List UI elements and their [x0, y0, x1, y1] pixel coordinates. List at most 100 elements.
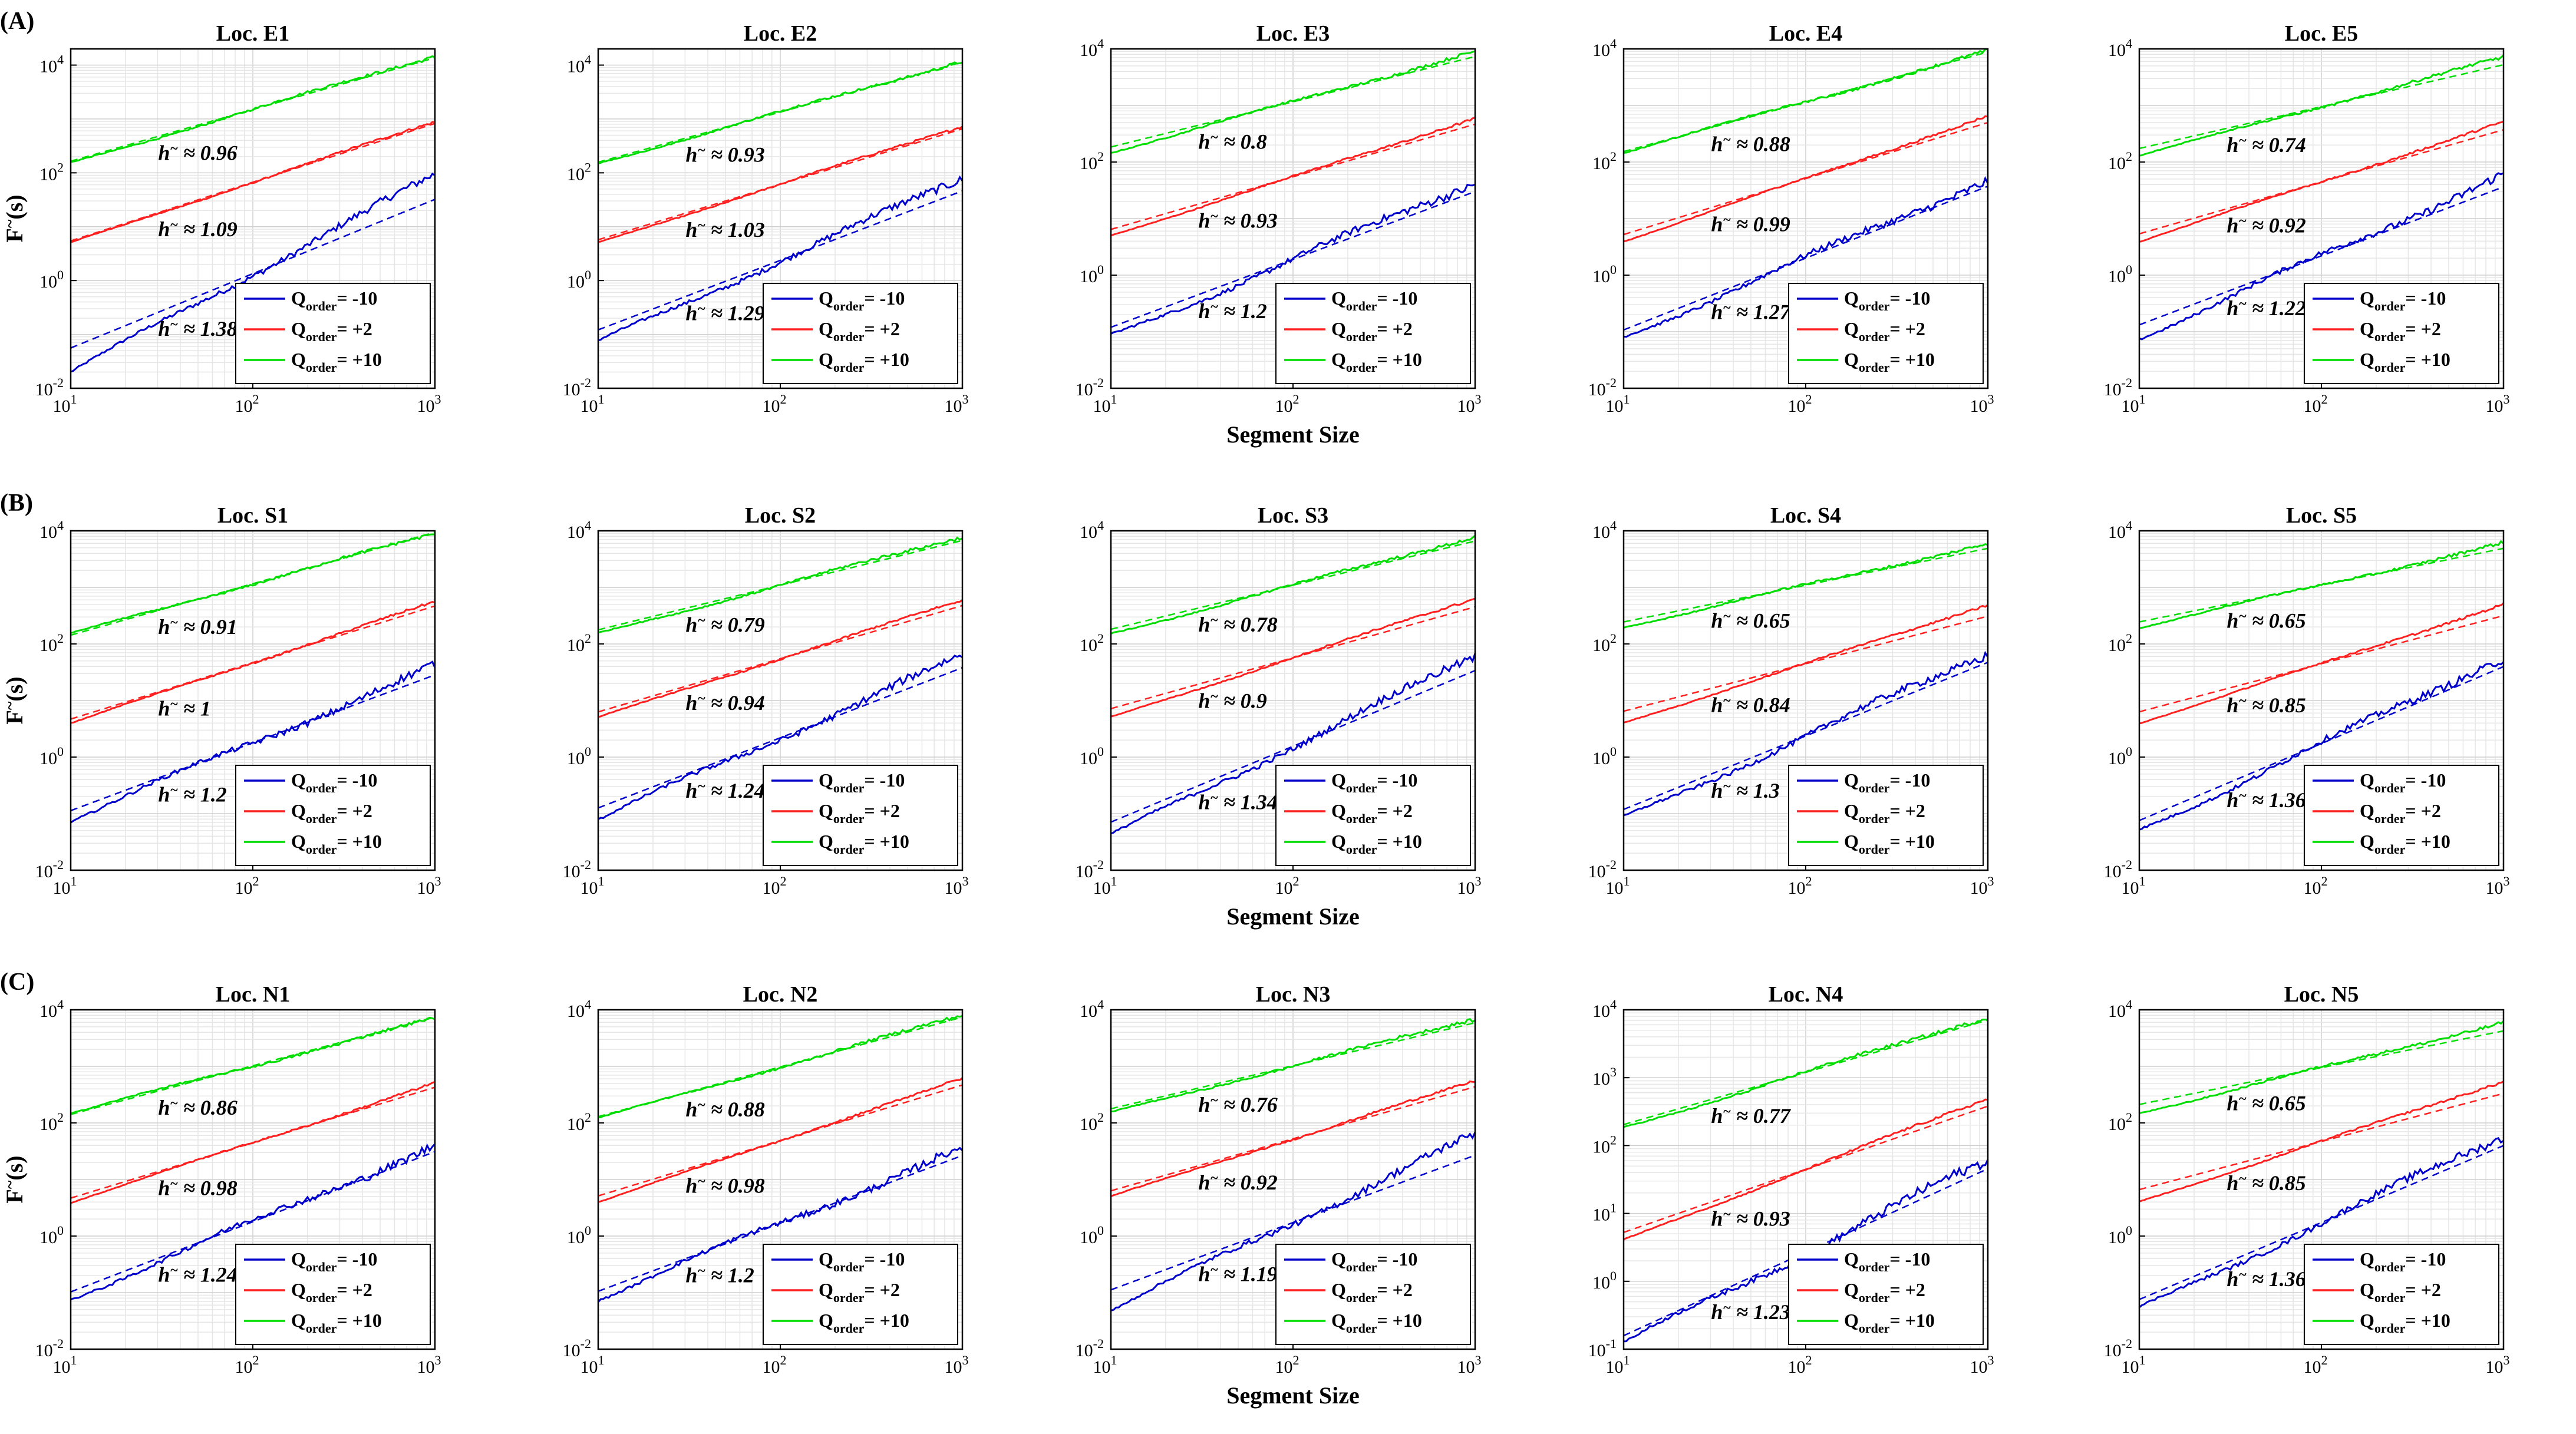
y-tick-label: 102	[1592, 631, 1617, 655]
legend-label: Qorder= +10	[2360, 831, 2450, 857]
legend-box	[2304, 283, 2499, 384]
y-tick-label: 102	[2108, 149, 2132, 173]
hurst-annotation-0: h~ ≈ 1.36	[2227, 788, 2305, 812]
ylabel-text: F~(s)	[1, 1155, 28, 1203]
xlabel-row-0: Segment Size	[1226, 421, 1360, 448]
legend-label: Qorder= -10	[291, 288, 377, 313]
subplot-title: Loc. N5	[2284, 982, 2359, 1007]
legend-box	[1788, 283, 1984, 384]
subplot-title: Loc. S1	[217, 503, 288, 528]
legend-label: Qorder= -10	[2360, 769, 2446, 795]
fit-line-0	[2139, 1145, 2504, 1300]
subplot-loc-n1: h~ ≈ 1.24 h~ ≈ 0.98 h~ ≈ 0.86 Loc. N1 101 102…	[35, 982, 441, 1377]
legend-label: Qorder= +2	[291, 800, 372, 826]
subplot-title: Loc. E4	[1769, 21, 1843, 46]
fit-line-0	[598, 1155, 963, 1292]
hurst-annotation-2: h~ ≈ 0.8	[1198, 130, 1266, 154]
x-tick-label: 103	[1970, 1353, 1994, 1377]
x-tick-label: 103	[945, 1353, 969, 1377]
x-tick-label: 101	[1606, 1353, 1630, 1377]
fit-line-2	[2139, 64, 2504, 150]
series-line-2	[1623, 1018, 1988, 1128]
y-tick-label: 10-2	[1076, 375, 1104, 399]
hurst-annotation-1: h~ ≈ 0.85	[2227, 1171, 2305, 1195]
fit-line-0	[70, 199, 436, 349]
hurst-annotation-2: h~ ≈ 0.78	[1198, 613, 1277, 636]
hurst-annotation-0: h~ ≈ 1.3	[1711, 779, 1779, 802]
x-tick-label: 103	[945, 392, 969, 416]
series-line-0	[1110, 653, 1476, 835]
hurst-annotation-1: h~ ≈ 0.93	[1198, 209, 1277, 233]
y-tick-label: 104	[39, 997, 64, 1021]
series-line-2	[1110, 50, 1476, 154]
ylabel-row-1: F~(s)	[1, 676, 28, 724]
series-line-1	[598, 599, 963, 718]
y-tick-label: 104	[1592, 36, 1617, 60]
legend-label: Qorder= +10	[291, 349, 382, 375]
series-line-0	[2139, 661, 2505, 831]
y-tick-label: 104	[39, 518, 64, 542]
legend-box	[235, 283, 431, 384]
x-tick-label: 101	[1093, 874, 1117, 898]
hurst-annotation-0: h~ ≈ 1.2	[158, 783, 226, 807]
ylabel-text: F~(s)	[1, 676, 28, 724]
fit-line-0	[1110, 1154, 1476, 1291]
y-tick-label: 102	[1080, 631, 1104, 655]
subplot-loc-e4: h~ ≈ 1.27 h~ ≈ 0.99 h~ ≈ 0.88 Loc. E4 101 102…	[1588, 21, 1994, 416]
subplot-loc-s1: h~ ≈ 1.2 h~ ≈ 1 h~ ≈ 0.91 Loc. S1 101 102 103 1…	[35, 503, 441, 898]
hurst-annotation-1: h~ ≈ 1.03	[685, 218, 764, 242]
legend-label: Qorder= -10	[2360, 1248, 2446, 1274]
legend: Qorder= -10 Qorder= +2 Qorder= +10	[2304, 283, 2499, 384]
hurst-annotation-0: h~ ≈ 1.38	[158, 317, 237, 341]
x-tick-label: 102	[235, 392, 259, 416]
legend-label: Qorder= -10	[1844, 288, 1930, 313]
hurst-annotation-0: h~ ≈ 1.24	[158, 1263, 237, 1287]
subplot-loc-n4: h~ ≈ 1.23 h~ ≈ 0.93 h~ ≈ 0.77 Loc. N4 101 102…	[1588, 982, 1994, 1377]
series-line-1	[2139, 602, 2504, 725]
y-tick-label: 100	[2108, 744, 2132, 768]
legend: Qorder= -10 Qorder= +2 Qorder= +10	[1275, 283, 1471, 384]
legend-label: Qorder= +2	[2360, 800, 2441, 826]
series-line-0	[597, 1146, 964, 1303]
fit-line-0	[1110, 669, 1476, 823]
y-tick-label: 102	[1592, 1132, 1617, 1157]
series-line-2	[1110, 534, 1476, 635]
x-tick-label: 103	[2486, 1353, 2510, 1377]
series-line-1	[1623, 1098, 1988, 1240]
hurst-annotation-0: h~ ≈ 1.29	[685, 301, 764, 325]
series-line-1	[1623, 604, 1988, 723]
series-line-2	[2139, 54, 2504, 157]
y-tick-label: 102	[2108, 1110, 2132, 1134]
series-line-2	[2139, 1020, 2505, 1115]
x-tick-label: 102	[235, 1353, 259, 1377]
subplot-loc-s2: h~ ≈ 1.24 h~ ≈ 0.94 h~ ≈ 0.79 Loc. S2 101 102…	[563, 503, 969, 898]
legend-label: Qorder= +10	[291, 831, 382, 857]
legend-label: Qorder= +10	[1844, 831, 1935, 857]
row-label-2: (C)	[0, 969, 34, 996]
series-line-1	[598, 1077, 963, 1203]
legend: Qorder= -10 Qorder= +2 Qorder= +10	[763, 283, 958, 384]
y-tick-label: 100	[2108, 262, 2132, 286]
legend: Qorder= -10 Qorder= +2 Qorder= +10	[235, 1244, 431, 1345]
legend-label: Qorder= +10	[2360, 349, 2450, 375]
x-tick-label: 101	[580, 392, 605, 416]
hurst-annotation-1: h~ ≈ 0.94	[685, 691, 764, 715]
subplot-title: Loc. S5	[2286, 503, 2357, 528]
series-line-2	[598, 536, 963, 634]
y-tick-label: 104	[39, 52, 64, 77]
legend-box	[763, 765, 958, 866]
legend-label: Qorder= +2	[1844, 1279, 1925, 1305]
legend-label: Qorder= -10	[1331, 1248, 1417, 1274]
legend: Qorder= -10 Qorder= +2 Qorder= +10	[763, 1244, 958, 1345]
hurst-annotation-0: h~ ≈ 1.27	[1711, 300, 1791, 323]
hurst-annotation-0: h~ ≈ 1.2	[685, 1263, 754, 1287]
hurst-annotation-2: h~ ≈ 0.76	[1198, 1093, 1277, 1116]
x-tick-label: 101	[1093, 1353, 1117, 1377]
series-line-2	[70, 533, 436, 634]
hurst-annotation-2: h~ ≈ 0.74	[2227, 133, 2305, 157]
x-tick-label: 103	[417, 392, 441, 416]
x-tick-label: 102	[1275, 874, 1299, 898]
series-line-0	[1110, 183, 1476, 335]
x-tick-label: 103	[1970, 874, 1994, 898]
legend-label: Qorder= +10	[1331, 349, 1422, 375]
